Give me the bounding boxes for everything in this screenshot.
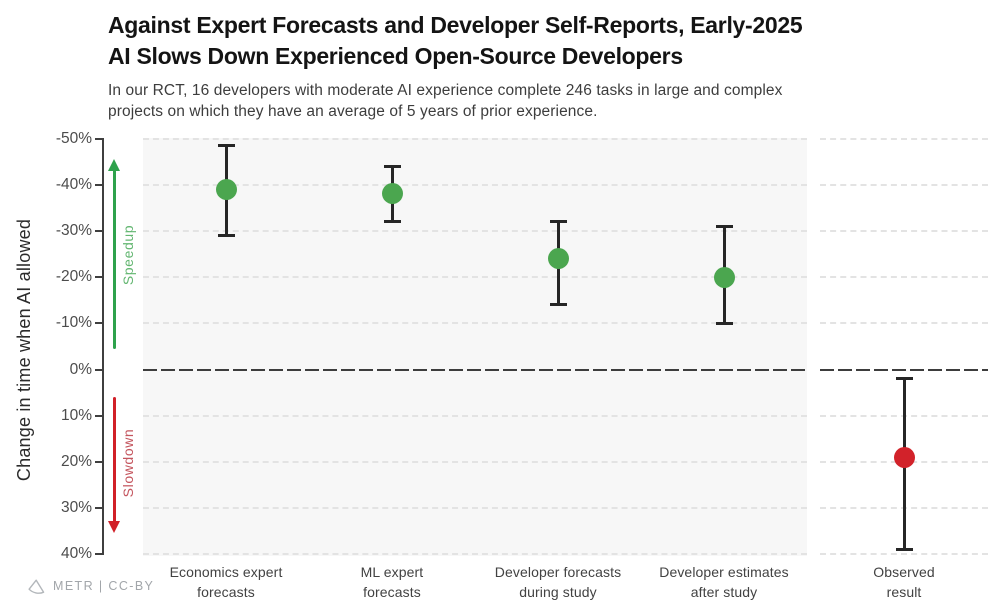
category-label: Developer forecasts during study — [458, 562, 658, 602]
gridline--40pct — [143, 183, 807, 186]
y-tick--40 — [95, 183, 103, 186]
attribution-text: METR | CC-BY — [53, 579, 155, 593]
y-axis-spine — [102, 138, 104, 555]
gridline--20pct — [143, 276, 807, 279]
gridline--30pct — [143, 229, 807, 232]
error-bar-cap-top — [383, 164, 401, 168]
speedup-arrowhead-icon — [108, 159, 120, 171]
y-tick-label--10: -10% — [55, 314, 92, 332]
category-label-line: Economics expert — [169, 564, 283, 580]
y-tick-label--40: -40% — [55, 175, 92, 193]
speedup-arrow — [113, 170, 116, 349]
y-tick--20 — [95, 276, 103, 279]
y-tick-label-40: 40% — [60, 545, 92, 563]
category-label-line: Developer estimates — [659, 564, 789, 580]
chart-subtitle-line1: In our RCT, 16 developers with moderate … — [108, 82, 783, 99]
y-tick--10 — [95, 322, 103, 325]
y-tick-label-30: 30% — [60, 499, 92, 517]
y-tick-label-0: 0% — [69, 360, 92, 378]
category-label: Observed result — [804, 562, 1000, 602]
chart-subtitle: In our RCT, 16 developers with moderate … — [108, 80, 978, 122]
data-point — [547, 248, 569, 270]
error-bar-cap-top — [895, 377, 913, 381]
category-label-line: result — [886, 584, 922, 600]
zero-reference-line — [143, 368, 807, 371]
gridline-20pct — [143, 460, 807, 463]
y-tick-label--20: -20% — [55, 268, 92, 286]
y-tick-0 — [95, 368, 103, 371]
y-tick-label-20: 20% — [60, 452, 92, 470]
error-bar-cap-bottom — [549, 303, 567, 307]
slowdown-label: Slowdown — [120, 428, 136, 498]
category-label: Economics expert forecasts — [126, 562, 326, 602]
gridline-30pct — [143, 507, 807, 510]
y-tick--50 — [95, 137, 103, 140]
error-bar-cap-bottom — [895, 548, 913, 552]
error-bar-cap-top — [549, 220, 567, 224]
category-label-line: Developer forecasts — [494, 564, 622, 580]
gridline--50pct — [820, 137, 988, 140]
chart-title-line1: Against Expert Forecasts and Developer S… — [108, 12, 803, 38]
metr-triangle-icon — [28, 579, 45, 594]
error-bar-cap-top — [715, 224, 733, 228]
data-point — [713, 266, 735, 288]
chart-title-line2: AI Slows Down Experienced Open-Source De… — [108, 43, 683, 69]
category-label-line: forecasts — [363, 584, 421, 600]
error-bar-cap-bottom — [715, 321, 733, 325]
gridline-40pct — [143, 553, 807, 556]
category-label-line: after study — [690, 584, 758, 600]
y-tick-40 — [95, 553, 103, 556]
y-tick--30 — [95, 229, 103, 232]
category-label-line: forecasts — [197, 584, 255, 600]
data-point — [893, 446, 915, 468]
slowdown-arrow — [113, 397, 116, 522]
y-tick-30 — [95, 507, 103, 510]
gridline-40pct — [820, 553, 988, 556]
error-bar-cap-bottom — [217, 234, 235, 238]
zero-reference-line — [820, 368, 988, 371]
error-bar-cap-top — [217, 143, 235, 147]
gridline--40pct — [820, 183, 988, 186]
panel-main — [143, 138, 807, 556]
y-tick-label-10: 10% — [60, 406, 92, 424]
attribution: METR | CC-BY — [26, 576, 154, 596]
data-point — [381, 183, 403, 205]
chart-subtitle-line2: projects on which they have an average o… — [108, 103, 598, 120]
gridline--20pct — [820, 276, 988, 279]
gridline--10pct — [143, 322, 807, 325]
category-label-line: ML expert — [360, 564, 424, 580]
gridline--10pct — [820, 322, 988, 325]
y-tick-label--50: -50% — [55, 129, 92, 147]
category-label-line: Observed — [873, 564, 935, 580]
data-point — [215, 178, 237, 200]
chart-title: Against Expert Forecasts and Developer S… — [108, 10, 988, 72]
gridline--50pct — [143, 137, 807, 140]
slowdown-arrowhead-icon — [108, 521, 120, 533]
y-tick-label--30: -30% — [55, 221, 92, 239]
category-label: Developer estimates after study — [624, 562, 824, 602]
error-bar-cap-bottom — [383, 220, 401, 224]
category-label-line: during study — [519, 584, 597, 600]
y-tick-10 — [95, 414, 103, 417]
category-label: ML expert forecasts — [292, 562, 492, 602]
y-tick-20 — [95, 460, 103, 463]
gridline-10pct — [143, 414, 807, 417]
speedup-label: Speedup — [120, 224, 136, 286]
gridline--30pct — [820, 229, 988, 232]
